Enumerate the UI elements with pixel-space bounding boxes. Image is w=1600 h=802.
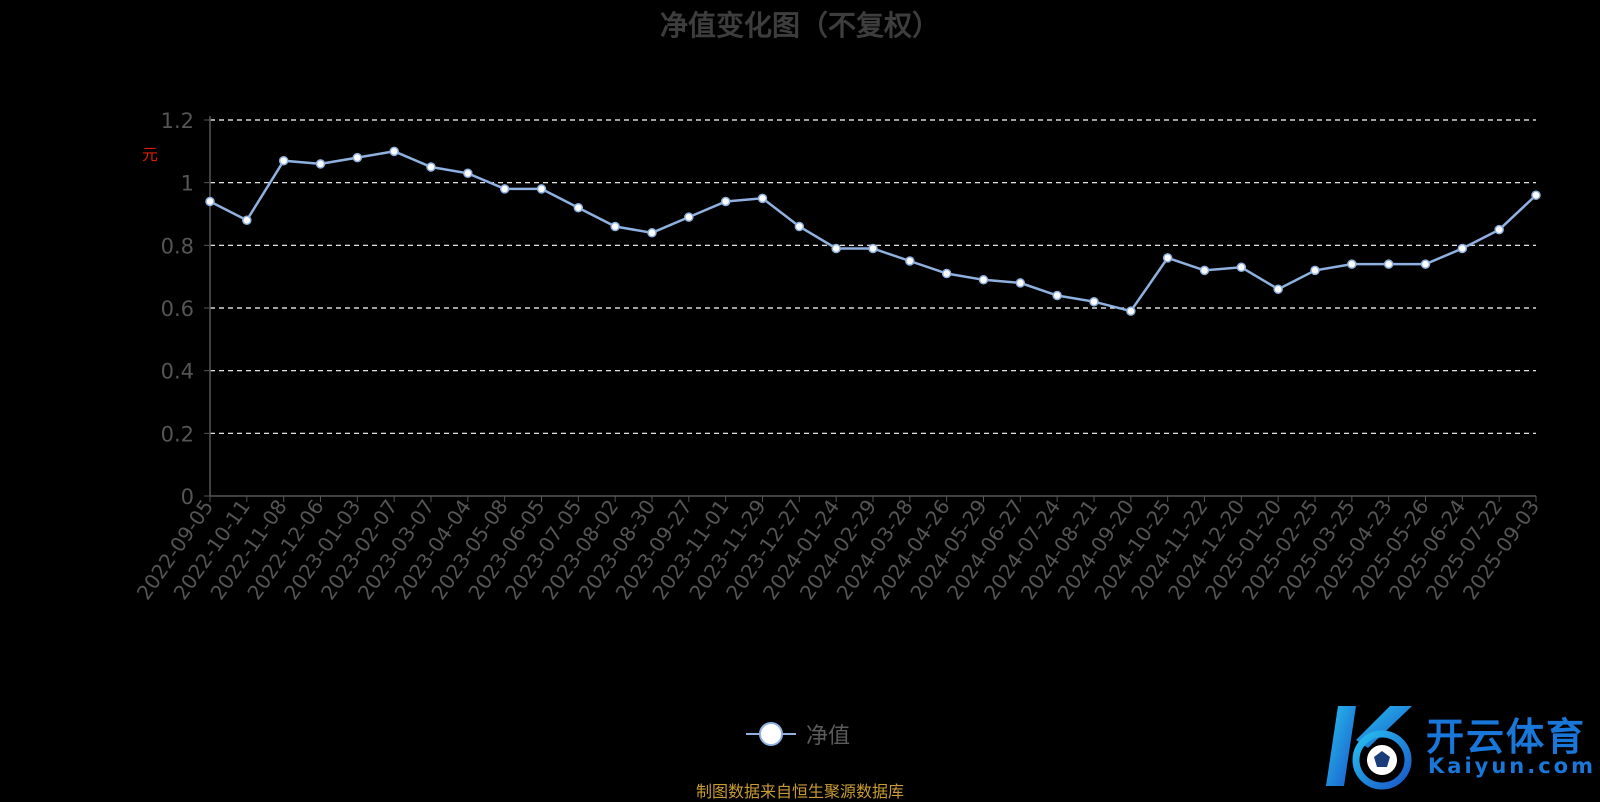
data-point-24 xyxy=(1089,296,1099,307)
data-point-25 xyxy=(1126,306,1136,316)
y-tick-label-6: 1.2 xyxy=(161,109,194,133)
data-point-21 xyxy=(978,275,989,285)
data-point-8 xyxy=(499,184,510,194)
nav-line-chart: 0 0.2 0.4 0.6 0.8 1 1.2 2022-09-052022-10-1120… xyxy=(132,109,1544,604)
data-point-13 xyxy=(684,212,694,222)
data-point-30 xyxy=(1310,265,1320,276)
data-point-2 xyxy=(278,155,289,166)
data-point-12 xyxy=(647,228,657,238)
grid-lines xyxy=(210,119,1536,434)
watermark-brand-text: 开云体育 xyxy=(1426,715,1587,759)
legend[interactable]: 净值 xyxy=(746,720,851,749)
y-tick-label-1: 0.2 xyxy=(161,422,194,446)
y-axis-label: 元 xyxy=(142,145,158,164)
y-tick-labels: 0 0.2 0.4 0.6 0.8 1 1.2 xyxy=(161,109,194,509)
data-point-33 xyxy=(1420,259,1431,269)
data-point-36 xyxy=(1531,190,1541,200)
data-point-0 xyxy=(205,196,215,207)
data-point-34 xyxy=(1457,243,1468,254)
data-point-16 xyxy=(794,221,805,232)
data-point-5 xyxy=(389,146,399,157)
watermark: 开云体育 Kaiyun.com xyxy=(1316,700,1596,792)
data-point-7 xyxy=(463,168,473,179)
y-tick-label-3: 0.6 xyxy=(161,297,194,321)
data-point-26 xyxy=(1162,253,1173,263)
axes xyxy=(204,116,1537,502)
data-point-20 xyxy=(941,268,952,279)
data-points xyxy=(205,146,1541,316)
data-point-35 xyxy=(1494,224,1504,235)
source-note: 制图数据来自恒生聚源数据库 xyxy=(695,782,904,801)
series-line-nav[interactable] xyxy=(209,150,1537,313)
x-tick-labels: 2022-09-052022-10-112022-11-082022-12-06… xyxy=(132,495,1544,604)
y-tick-label-4: 0.8 xyxy=(161,234,194,258)
legend-label: 净值 xyxy=(806,724,851,749)
data-point-28 xyxy=(1236,262,1247,273)
data-point-31 xyxy=(1347,259,1357,269)
data-point-27 xyxy=(1199,265,1210,276)
data-point-22 xyxy=(1015,278,1026,288)
data-point-19 xyxy=(905,256,915,266)
legend-marker-icon xyxy=(746,722,796,746)
data-point-11 xyxy=(610,221,620,232)
data-point-32 xyxy=(1383,259,1394,269)
y-tick-label-2: 0.4 xyxy=(161,360,194,384)
watermark-domain-text: Kaiyun.com xyxy=(1428,754,1596,778)
data-point-10 xyxy=(573,202,584,213)
chart-title: 净值变化图（不复权） xyxy=(659,9,940,42)
data-point-6 xyxy=(426,162,436,172)
data-point-23 xyxy=(1052,290,1062,301)
y-tick-label-5: 1 xyxy=(181,172,194,196)
data-point-15 xyxy=(757,193,768,204)
y-tick-label-0: 0 xyxy=(181,485,194,509)
data-point-17 xyxy=(831,243,841,254)
kaiyun-logo-icon xyxy=(1326,706,1412,790)
data-point-14 xyxy=(720,196,731,207)
data-point-9 xyxy=(536,184,547,194)
data-point-4 xyxy=(352,152,363,163)
data-point-1 xyxy=(242,215,252,226)
data-point-29 xyxy=(1273,284,1283,294)
data-point-3 xyxy=(315,159,326,169)
data-point-18 xyxy=(868,243,878,254)
